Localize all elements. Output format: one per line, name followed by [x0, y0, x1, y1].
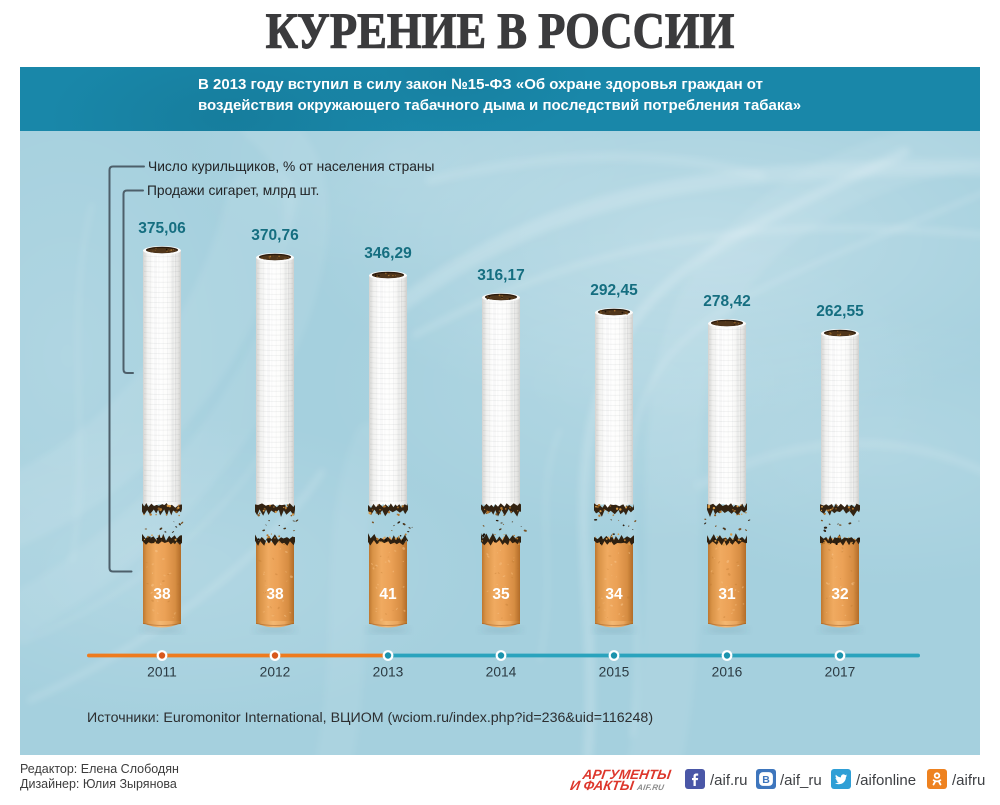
- svg-text:292,45: 292,45: [590, 282, 638, 299]
- svg-text:2013: 2013: [373, 665, 404, 680]
- svg-text:278,42: 278,42: [703, 293, 750, 310]
- svg-text:35: 35: [492, 586, 510, 603]
- svg-text:34: 34: [605, 586, 623, 603]
- svg-text:2014: 2014: [486, 665, 517, 680]
- svg-text:316,17: 316,17: [477, 267, 524, 284]
- svg-text:2011: 2011: [147, 665, 177, 680]
- svg-text:370,76: 370,76: [251, 227, 299, 244]
- svg-text:38: 38: [266, 586, 284, 603]
- svg-text:31: 31: [718, 586, 736, 603]
- svg-text:2016: 2016: [712, 665, 743, 680]
- svg-text:2017: 2017: [825, 665, 856, 680]
- svg-text:32: 32: [831, 586, 848, 603]
- svg-text:375,06: 375,06: [138, 220, 186, 237]
- svg-text:2015: 2015: [599, 665, 630, 680]
- svg-text:41: 41: [379, 586, 397, 603]
- svg-text:346,29: 346,29: [364, 245, 412, 262]
- svg-text:262,55: 262,55: [816, 303, 864, 320]
- svg-text:38: 38: [153, 586, 171, 603]
- svg-text:B: B: [762, 774, 770, 786]
- svg-text:2012: 2012: [260, 665, 291, 680]
